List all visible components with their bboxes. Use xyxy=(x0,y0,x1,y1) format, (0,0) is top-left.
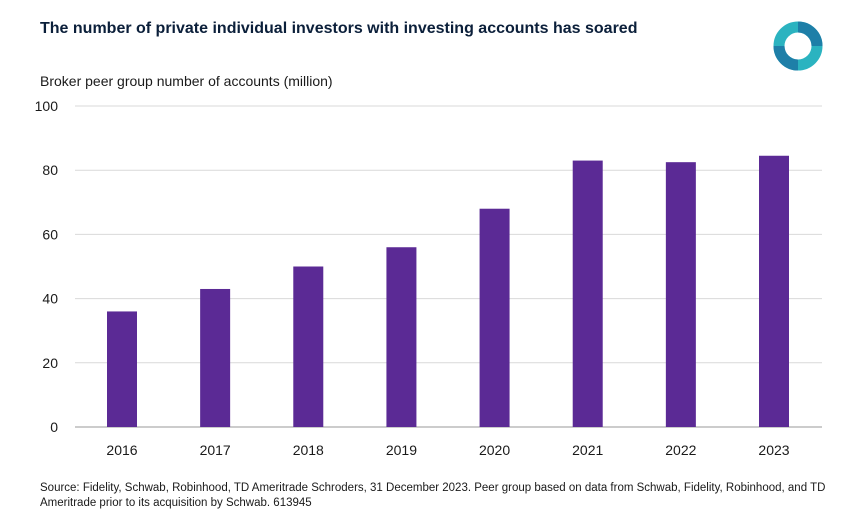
y-tick-label: 0 xyxy=(50,419,58,435)
bar-chart: 0 20 40 60 80 100 2016 2017 2018 2019 2020 2021 202… xyxy=(35,98,822,458)
chart-title: The number of private individual investo… xyxy=(40,20,638,37)
x-tick-label: 2021 xyxy=(572,442,603,458)
y-tick-label: 100 xyxy=(35,98,59,114)
bar-2018 xyxy=(293,266,324,427)
bar-2022 xyxy=(665,162,696,428)
source-note: Source: Fidelity, Schwab, Robinhood, TD … xyxy=(40,482,826,509)
bar-2021 xyxy=(572,160,603,427)
bar-2019 xyxy=(386,247,417,427)
bar-series xyxy=(107,155,789,428)
y-tick-label: 20 xyxy=(42,355,58,371)
x-tick-labels: 2016 2017 2018 2019 2020 2021 2022 2023 xyxy=(106,442,789,458)
x-tick-label: 2017 xyxy=(200,442,231,458)
y-axis-label: Broker peer group number of accounts (mi… xyxy=(40,73,333,89)
x-tick-label: 2018 xyxy=(293,442,324,458)
bar-2017 xyxy=(200,288,231,427)
x-tick-label: 2022 xyxy=(665,442,696,458)
y-tick-label: 40 xyxy=(42,291,58,307)
y-tick-labels: 0 20 40 60 80 100 xyxy=(35,98,59,435)
gridlines xyxy=(75,105,822,428)
x-tick-label: 2019 xyxy=(386,442,417,458)
y-tick-label: 60 xyxy=(42,226,58,242)
x-tick-label: 2023 xyxy=(758,442,789,458)
bar-2020 xyxy=(479,208,510,427)
x-tick-label: 2020 xyxy=(479,442,510,458)
schroders-logo-icon xyxy=(773,21,823,71)
bar-2023 xyxy=(759,155,789,427)
y-tick-label: 80 xyxy=(42,162,58,178)
bar-2016 xyxy=(107,311,137,427)
x-tick-label: 2016 xyxy=(106,442,137,458)
